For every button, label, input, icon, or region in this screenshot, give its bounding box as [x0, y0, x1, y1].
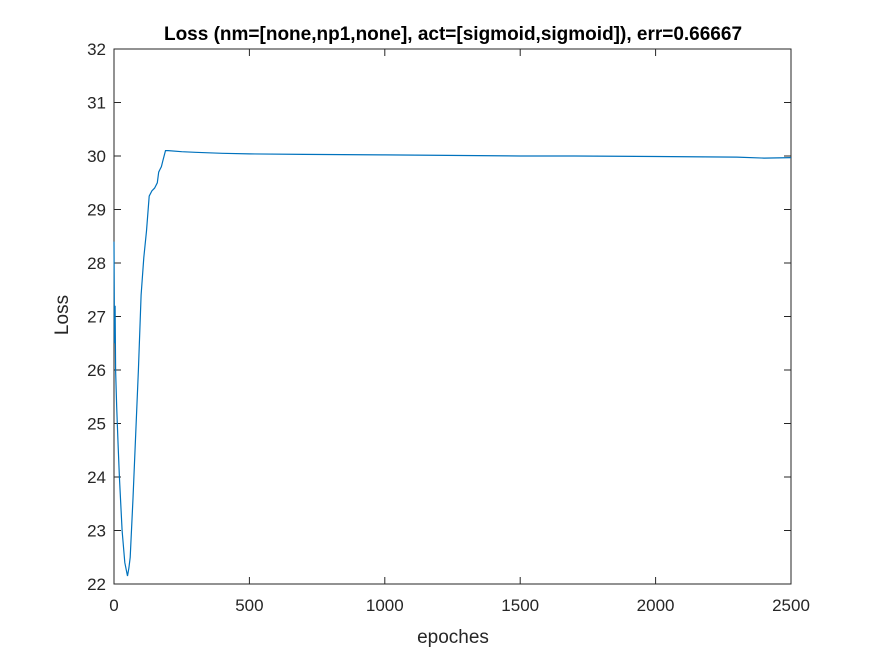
y-tick-label: 27: [87, 308, 106, 327]
x-tick-label: 2000: [637, 596, 675, 615]
y-tick-label: 25: [87, 415, 106, 434]
y-tick-label: 24: [87, 468, 106, 487]
plot-area: 0 500 1000 1500 2000 2500 22 23 24 25 26 27 28 29 30 31…: [87, 40, 810, 615]
y-tick-label: 29: [87, 201, 106, 220]
y-tick-label: 31: [87, 94, 106, 113]
x-axis-label: epoches: [417, 627, 489, 648]
y-tick-label: 26: [87, 361, 106, 380]
x-tick-label: 1500: [501, 596, 539, 615]
x-tick-label: 2500: [772, 596, 810, 615]
y-axis-label: Loss: [52, 295, 73, 335]
y-tick-label: 22: [87, 575, 106, 594]
y-tick-label: 30: [87, 147, 106, 166]
x-tick-label: 0: [109, 596, 118, 615]
x-tick-label: 500: [235, 596, 263, 615]
y-tick-label: 32: [87, 40, 106, 59]
chart-title: Loss (nm=[none,np1,none], act=[sigmoid,s…: [164, 24, 742, 45]
plot-frame: [113, 48, 792, 585]
y-tick-label: 28: [87, 254, 106, 273]
y-tick-label: 23: [87, 522, 106, 541]
x-tick-label: 1000: [366, 596, 404, 615]
loss-series-line: [113, 150, 792, 577]
